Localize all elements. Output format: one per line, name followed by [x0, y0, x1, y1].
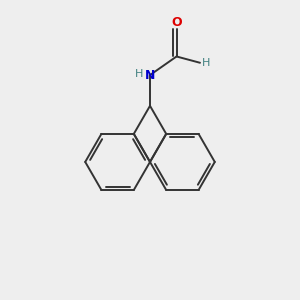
Text: O: O: [171, 16, 182, 29]
Text: H: H: [202, 58, 211, 68]
Text: H: H: [135, 69, 143, 79]
Text: N: N: [145, 69, 155, 82]
